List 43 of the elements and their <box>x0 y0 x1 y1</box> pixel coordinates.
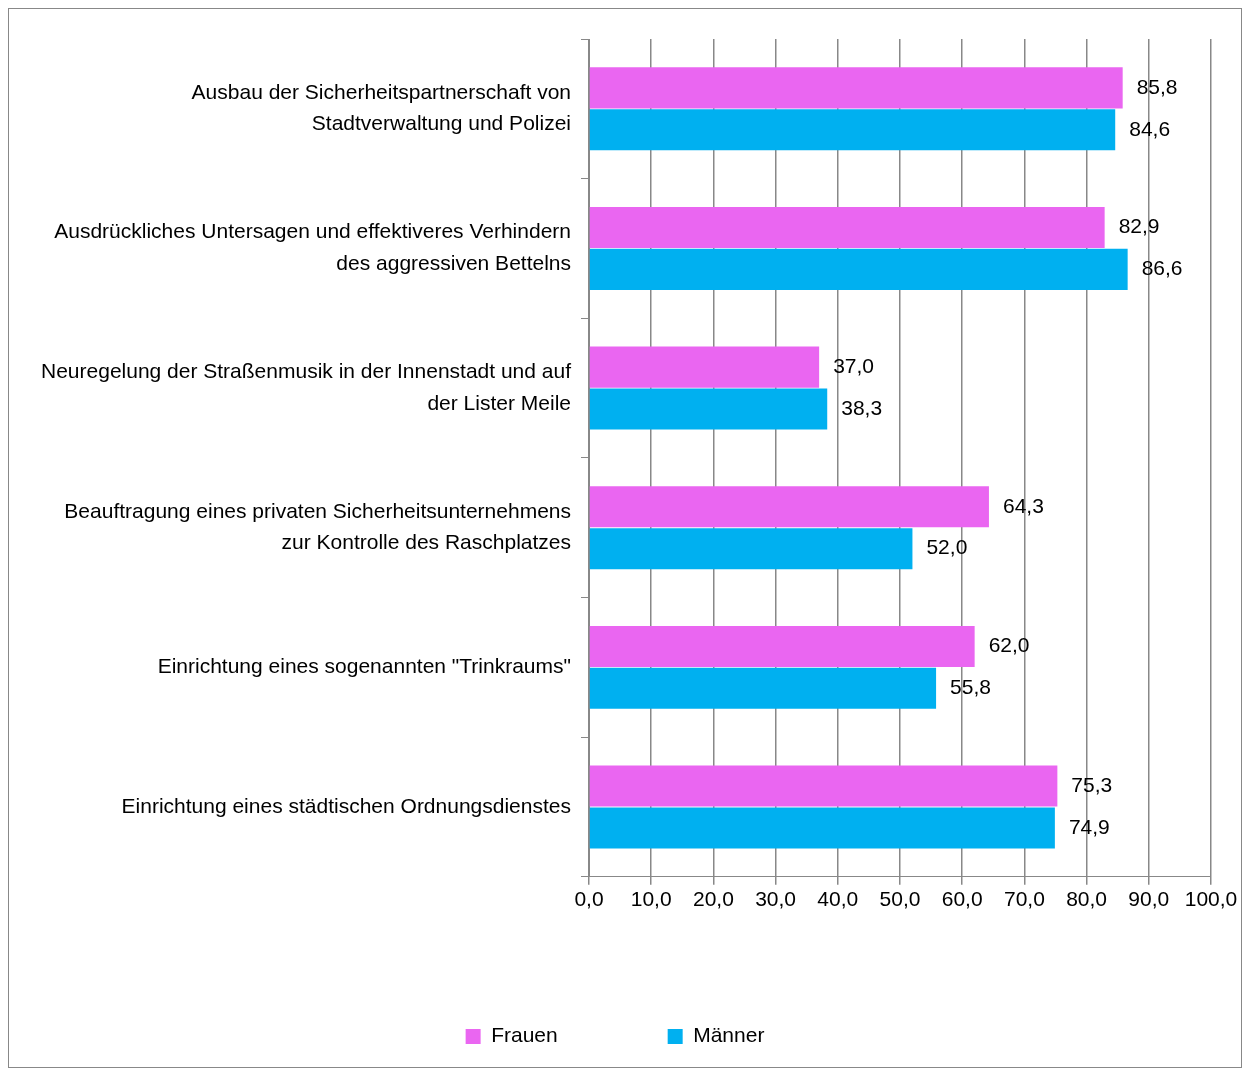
bar <box>589 388 828 430</box>
y-tick-label: Neuregelung der Straßenmusik in der Innenstadt und auf der Lister Meile <box>41 359 572 414</box>
x-tick-label: 10,0 <box>630 887 672 911</box>
y-tick-label: Ausdrückliches Untersagen und effektiveres Verhindern des aggressiven Bettelns <box>54 219 571 274</box>
bar <box>589 206 1105 249</box>
y-tick-label: Beauftragung eines privaten Sicherheitsunternehmens zur Kontrolle des Raschplatzes <box>64 498 571 554</box>
legend-label: Männer <box>693 1023 765 1047</box>
x-tick-label: 20,0 <box>692 887 734 911</box>
bar <box>589 528 913 570</box>
x-tick-label: 90,0 <box>1128 887 1170 911</box>
x-tick-label: 0,0 <box>574 887 604 911</box>
x-tick-label: 80,0 <box>1066 887 1108 911</box>
bar <box>589 765 1058 807</box>
y-tick-label: Einrichtung eines sogenannten "Trinkraums" <box>157 654 571 678</box>
y-tick-label: Ausbau der Sicherheitspartnerschaft von Stadtverwaltung und Polizei <box>191 79 571 135</box>
x-tick-label: 40,0 <box>817 887 859 911</box>
bar <box>589 67 1123 109</box>
bar <box>589 807 1055 849</box>
x-tick-label: 100,0 <box>1184 887 1238 911</box>
x-tick-label: 60,0 <box>941 887 983 911</box>
data-label: 55,8 <box>950 675 991 699</box>
data-label: 52,0 <box>926 535 968 559</box>
bar <box>589 625 975 667</box>
data-label: 86,6 <box>1141 256 1183 280</box>
y-tick-label: Einrichtung eines städtischen Ordnungsdienstes <box>121 793 571 817</box>
data-label: 62,0 <box>988 633 1030 657</box>
x-tick-label: 30,0 <box>755 887 797 911</box>
data-label: 74,9 <box>1068 814 1110 838</box>
bar <box>589 667 937 709</box>
data-label: 85,8 <box>1136 74 1178 98</box>
bar <box>589 109 1116 151</box>
data-label: 75,3 <box>1071 772 1113 796</box>
data-label: 84,6 <box>1129 116 1171 140</box>
bar <box>589 486 989 528</box>
x-tick-label: 50,0 <box>879 887 921 911</box>
legend-label: Frauen <box>491 1023 558 1047</box>
bar <box>589 346 820 388</box>
data-label: 37,0 <box>833 353 875 377</box>
x-tick-label: 70,0 <box>1003 887 1045 911</box>
data-label: 64,3 <box>1002 493 1044 517</box>
data-label: 38,3 <box>841 395 883 419</box>
bar <box>589 248 1128 290</box>
data-label: 82,9 <box>1118 214 1160 238</box>
